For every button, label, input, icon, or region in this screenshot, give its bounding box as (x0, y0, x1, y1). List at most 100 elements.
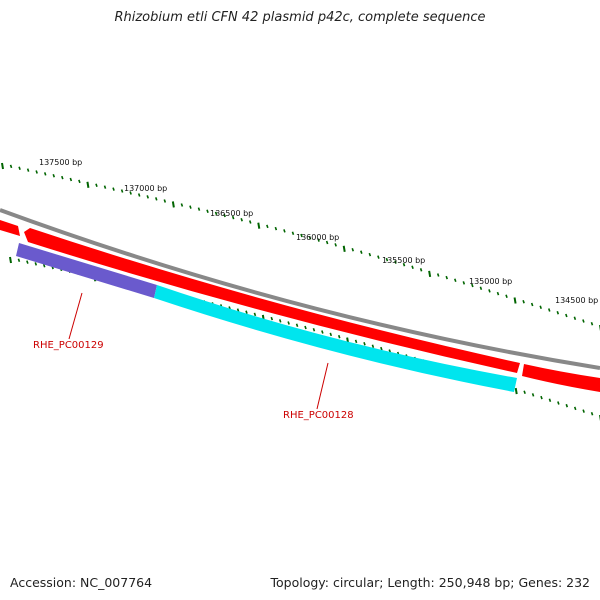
ruler-minor-tick (462, 281, 466, 285)
ruler-minor-tick (287, 321, 290, 325)
ruler-minor-tick (385, 257, 389, 262)
ruler-minor-tick (360, 250, 363, 254)
ruler-minor-tick (197, 207, 201, 211)
ruler-minor-tick (61, 175, 64, 180)
ruler-minor-tick (231, 215, 235, 220)
ruler-minor-tick (312, 328, 316, 332)
map-title: Rhizobium etli CFN 42 plasmid p42c, comp… (114, 10, 486, 25)
ruler-minor-tick (329, 332, 333, 337)
ruler-minor-tick (17, 258, 21, 263)
plasmid-backbone (0, 208, 600, 370)
ruler-minor-tick (146, 195, 149, 199)
ruler-minor-tick (308, 236, 312, 240)
ruler-minor-tick (112, 187, 115, 191)
gene-label-RHE_PC00129[interactable]: RHE_PC00129 (33, 340, 104, 351)
ruler-minor-tick (325, 240, 329, 245)
ruler-minor-tick (337, 334, 341, 339)
ruler-minor-tick (582, 319, 585, 323)
ruler-minor-tick (180, 203, 184, 207)
ruler-minor-tick (496, 291, 500, 296)
ruler-minor-tick (368, 252, 372, 257)
ruler-minor-tick (274, 226, 278, 231)
ruler-minor-tick (206, 209, 209, 213)
tick-label-135500: 135500 bp (382, 256, 425, 265)
ruler-minor-tick (245, 310, 248, 314)
forward-feature-arrow[interactable] (522, 364, 600, 392)
tick-label-136500: 136500 bp (210, 209, 253, 218)
ruler-minor-tick (34, 262, 38, 266)
ruler-minor-tick (547, 308, 551, 312)
ruler-minor-tick (18, 166, 21, 170)
ruler-minor-tick (103, 185, 107, 189)
ruler-minor-tick (9, 164, 13, 169)
ruler-major-tick (513, 297, 517, 304)
ruler-minor-tick (214, 211, 218, 216)
ruler-minor-tick (582, 409, 585, 413)
ruler-minor-tick (573, 406, 577, 411)
ruler-minor-tick (402, 262, 406, 267)
ruler-minor-tick (26, 168, 30, 172)
ruler-minor-tick (419, 268, 423, 272)
ruler-minor-tick (565, 403, 569, 408)
ruler-minor-tick (321, 330, 324, 334)
ruler-minor-tick (380, 346, 383, 351)
ruler-minor-tick (278, 319, 282, 323)
ruler-minor-tick (394, 260, 397, 264)
ruler-minor-tick (363, 342, 366, 346)
ruler-major-tick (9, 256, 12, 264)
ruler-major-tick (257, 222, 261, 229)
tick-label-137500: 137500 bp (39, 158, 82, 167)
ruler-minor-tick (42, 263, 46, 268)
ruler-minor-tick (488, 289, 491, 293)
ruler-minor-tick (539, 305, 542, 309)
ruler-minor-tick (530, 302, 534, 307)
gene-RHE_PC00129[interactable] (16, 243, 157, 298)
ruler-minor-tick (266, 224, 269, 229)
ruler-minor-tick (454, 278, 457, 282)
ruler-minor-tick (590, 412, 594, 416)
ruler-minor-tick (240, 218, 243, 222)
ruler-minor-tick (573, 316, 577, 320)
tick-label-134500: 134500 bp (555, 296, 598, 305)
gene-RHE_PC00128[interactable] (154, 285, 517, 392)
tick-label-136000: 136000 bp (296, 233, 339, 242)
ruler-minor-tick (95, 183, 98, 187)
ruler-minor-tick (522, 299, 525, 304)
ruler-minor-tick (371, 344, 375, 348)
ruler-minor-tick (565, 313, 568, 318)
ruler-minor-tick (236, 308, 240, 312)
forward-feature-arrow[interactable] (24, 228, 520, 373)
gene-label-RHE_PC00128[interactable]: RHE_PC00128 (283, 410, 354, 421)
ruler-minor-tick (351, 247, 355, 252)
ruler-major-tick (171, 201, 175, 208)
forward-feature-arrow[interactable] (0, 220, 20, 236)
ruler-minor-tick (354, 339, 358, 344)
ruler-minor-tick (436, 273, 440, 277)
ruler-minor-tick (590, 321, 594, 326)
ruler-minor-tick (557, 401, 560, 405)
ruler-minor-tick (471, 283, 474, 288)
ruler-major-tick (342, 245, 346, 252)
ruler-minor-tick (129, 191, 132, 195)
ruler-minor-tick (556, 310, 560, 315)
gene-leader-line (68, 292, 83, 340)
ruler-major-tick (514, 387, 518, 395)
ruler-minor-tick (531, 393, 535, 397)
ruler-minor-tick (137, 193, 141, 197)
ruler-minor-tick (479, 286, 483, 290)
ruler-minor-tick (505, 294, 508, 299)
ruler-minor-tick (300, 233, 303, 238)
ruler-minor-tick (270, 316, 274, 321)
ruler-minor-tick (43, 172, 47, 176)
ruler-minor-tick (540, 395, 543, 400)
ruler-minor-tick (253, 312, 257, 317)
ruler-minor-tick (283, 229, 286, 233)
ruler-minor-tick (548, 398, 552, 403)
ruler-minor-tick (69, 177, 73, 182)
ruler-minor-tick (35, 170, 38, 174)
ruler-major-tick (86, 181, 90, 188)
ruler-minor-tick (78, 179, 81, 184)
ruler-minor-tick (295, 323, 299, 328)
accession-text: Accession: NC_007764 (10, 575, 153, 590)
